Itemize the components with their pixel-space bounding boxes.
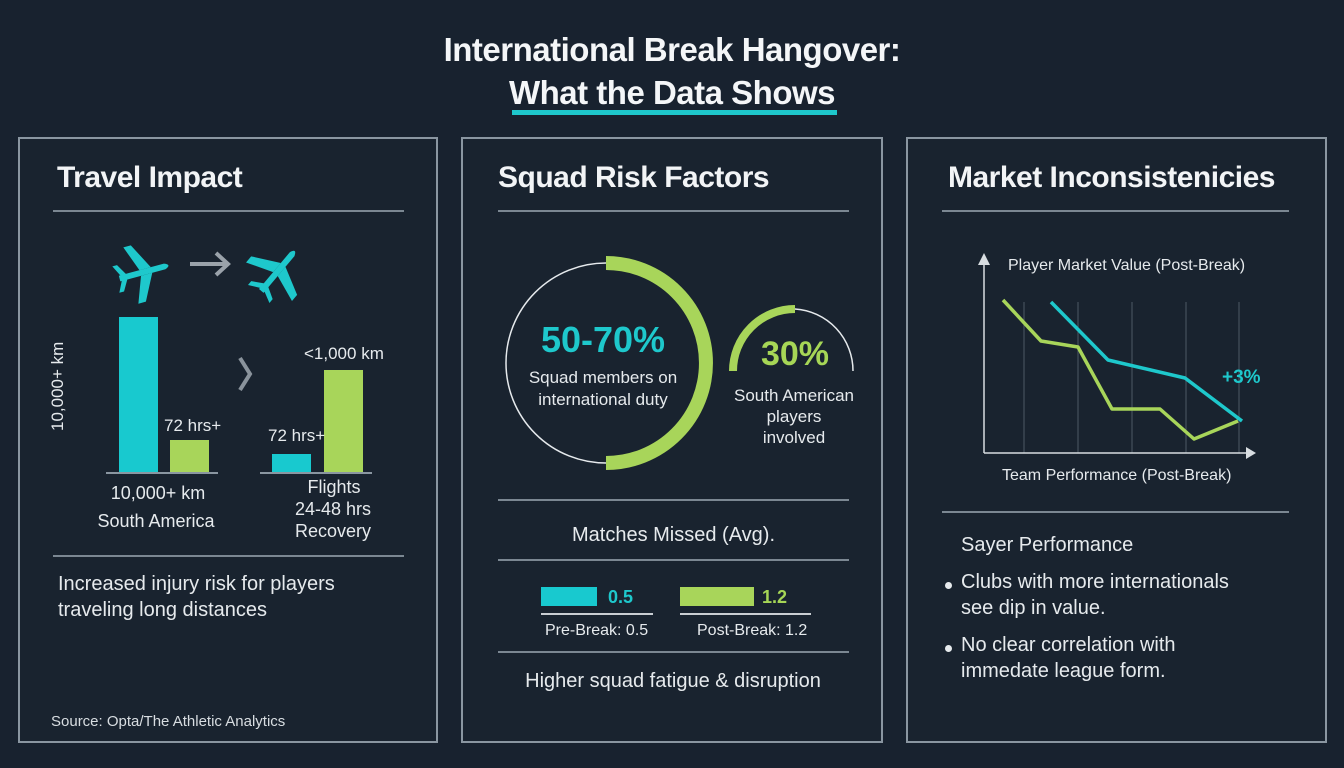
bullet-text: immedate league form. — [961, 660, 1166, 682]
rotated-distance-label: 10,000+ km — [48, 341, 67, 431]
divider — [541, 613, 653, 615]
bar-short-haul-recovery — [324, 370, 363, 474]
bar-label: 72 hrs+ — [164, 416, 222, 435]
pre-break-value: 0.5 — [608, 587, 634, 607]
squad-risk-panel: Squad Risk Factors 50-70% Squad members … — [461, 137, 883, 743]
caption: 10,000+ km — [110, 483, 206, 503]
market-subheading: Sayer Performance — [961, 534, 1134, 556]
divider — [498, 651, 849, 653]
small-ring-gauge — [729, 305, 854, 372]
divider — [53, 555, 404, 557]
bullet-dot — [945, 645, 952, 652]
chart-y-axis-label: Player Market Value (Post-Break) — [1008, 257, 1246, 274]
bullet-text: No clear correlation with — [961, 634, 1176, 656]
title-line-2: What the Data Shows — [508, 74, 836, 111]
note-line: Increased injury risk for players — [58, 573, 335, 595]
divider — [942, 210, 1289, 212]
market-panel: Market Inconsistenicies Player Market Va… — [906, 137, 1327, 743]
post-break-value: 1.2 — [762, 587, 788, 607]
big-ring-gauge — [505, 256, 713, 470]
bar-label: 72 hrs+ — [268, 426, 326, 445]
page-title: International Break Hangover: What the D… — [0, 28, 1344, 114]
chevron-right-icon — [238, 356, 253, 392]
title-line-1: International Break Hangover: — [443, 31, 901, 68]
bar-short-haul-distance — [272, 454, 311, 474]
small-stat-label: players — [766, 407, 822, 426]
note-line: traveling long distances — [58, 599, 268, 621]
bar-label: <1,000 km — [304, 344, 384, 363]
panel-title: Market Inconsistenicies — [948, 161, 1275, 194]
chart-annotation: +3% — [1222, 367, 1261, 388]
title-underline — [512, 110, 837, 115]
big-stat-label: Squad members on — [528, 368, 678, 387]
panel-title: Squad Risk Factors — [498, 161, 770, 194]
divider — [680, 613, 811, 615]
matches-missed-title: Matches Missed (Avg). — [571, 524, 776, 546]
post-break-bar — [680, 587, 754, 606]
airplane-icon — [112, 245, 169, 304]
small-stat-label: involved — [762, 428, 826, 447]
small-stat-label: South American — [733, 386, 854, 405]
small-stat-value: 30% — [760, 335, 830, 373]
bar-long-haul-recovery — [170, 440, 209, 474]
bar-long-haul-distance — [119, 317, 158, 474]
squad-footer-note: Higher squad fatigue & disruption — [525, 670, 821, 692]
pre-break-bar — [541, 587, 597, 606]
divider — [498, 559, 849, 561]
divider — [942, 511, 1289, 513]
big-stat-value: 50-70% — [540, 319, 666, 360]
caption: Flights — [307, 477, 361, 497]
caption: Recovery — [294, 521, 372, 541]
baseline — [260, 472, 372, 474]
travel-impact-panel: Travel Impact 10,000+ km 72 hrs+ 10,000+… — [18, 137, 438, 743]
pre-break-label: Pre-Break: 0.5 — [545, 622, 649, 639]
divider — [53, 210, 404, 212]
big-stat-label: international duty — [538, 390, 668, 409]
divider — [498, 499, 849, 501]
chart-x-axis-label: Team Performance (Post-Break) — [1002, 467, 1232, 484]
market-line-chart — [978, 253, 1256, 459]
caption: South America — [97, 511, 215, 531]
post-break-label: Post-Break: 1.2 — [697, 622, 808, 639]
divider — [498, 210, 849, 212]
bullet-dot — [945, 582, 952, 589]
bullet-text: Clubs with more internationals — [961, 571, 1229, 593]
panel-title: Travel Impact — [57, 161, 243, 194]
bullet-text: see dip in value. — [961, 597, 1106, 619]
baseline — [106, 472, 218, 474]
caption: 24-48 hrs — [294, 499, 372, 519]
arrow-right-icon — [190, 251, 231, 277]
airplane-icon — [246, 250, 298, 303]
source-note: Source: Opta/The Athletic Analytics — [51, 713, 286, 730]
